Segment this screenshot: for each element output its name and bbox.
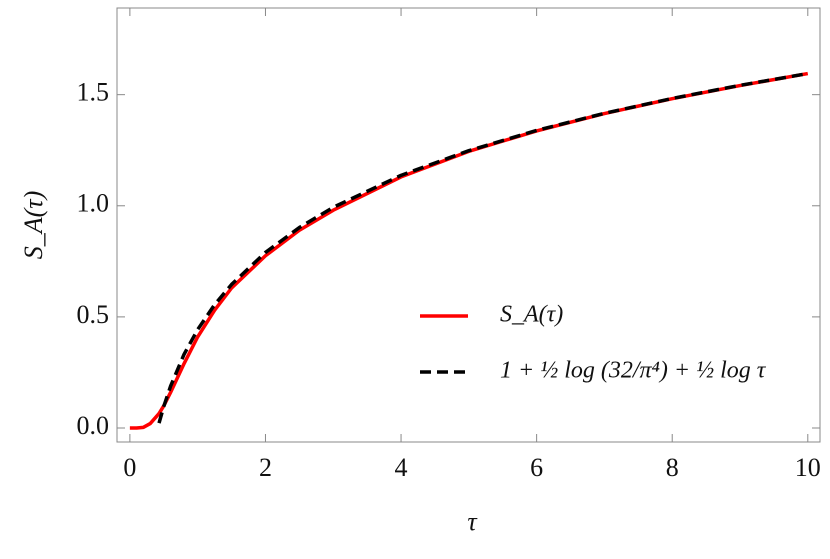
y-tick-label: 0.0: [77, 411, 110, 440]
x-tick-label: 10: [795, 453, 821, 482]
x-axis-label: τ: [467, 507, 478, 536]
x-tick-label: 2: [259, 453, 272, 482]
legend-label: 1 + ½ log (32/π⁴) + ½ log τ: [500, 358, 767, 384]
series-line: [157, 71, 809, 424]
y-tick-label: 1.0: [77, 189, 110, 218]
y-axis-label: S_A(τ): [19, 191, 48, 260]
x-tick-label: 6: [530, 453, 543, 482]
legend-label: S_A(τ): [500, 302, 563, 328]
y-tick-label: 1.5: [77, 78, 110, 107]
y-tick-label: 0.5: [77, 300, 110, 329]
x-tick-label: 0: [123, 453, 136, 482]
x-tick-label: 8: [666, 453, 679, 482]
plot-frame: [116, 7, 821, 443]
x-tick-label: 4: [395, 453, 408, 482]
